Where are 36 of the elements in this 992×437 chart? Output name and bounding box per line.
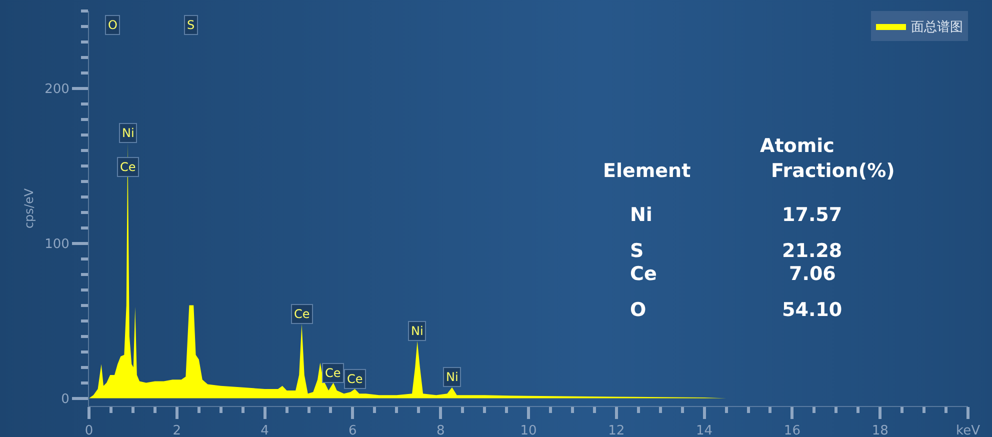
x-tick-label: 12 [608, 424, 625, 437]
annotation: O [108, 18, 118, 32]
annotation: Ni [630, 204, 652, 226]
annotation: 7.06 [789, 263, 836, 285]
annotation: S [630, 240, 644, 262]
annotation: Fraction(%) [771, 160, 895, 182]
annotation: Ni [411, 324, 424, 338]
y-axis-title: cps/eV [22, 188, 36, 229]
y-tick-label: 100 [44, 236, 70, 252]
y-tick-label: 200 [44, 82, 70, 97]
annotation: Ni [446, 370, 458, 384]
x-tick-label: 6 [348, 424, 357, 437]
x-tick-label: 16 [784, 424, 800, 437]
x-tick-label: 2 [172, 424, 182, 437]
annotation: Ce [294, 307, 310, 321]
annotation: 21.28 [782, 240, 842, 262]
annotation: O [630, 299, 646, 321]
annotation: Element [603, 160, 691, 182]
x-tick-label: 8 [436, 424, 445, 437]
x-tick-label: 4 [260, 424, 269, 437]
y-tick-label: 0 [61, 392, 70, 407]
annotation: Ce [325, 366, 341, 380]
x-tick-label: 14 [696, 424, 713, 437]
x-tick-label: keV [956, 424, 980, 437]
x-tick-label: 10 [520, 424, 537, 437]
x-tick-label: 0 [84, 424, 94, 437]
legend-label: 面总谱图 [911, 20, 963, 36]
annotation: Ni [122, 126, 134, 140]
annotation: S [187, 18, 195, 32]
annotation: Ce [630, 263, 657, 285]
annotation: Atomic [760, 135, 834, 157]
x-tick-label: 18 [872, 424, 888, 437]
annotation: Ce [347, 372, 363, 386]
annotation: Ce [120, 160, 136, 174]
annotation: 17.57 [782, 204, 842, 226]
annotation: 54.10 [782, 299, 842, 321]
